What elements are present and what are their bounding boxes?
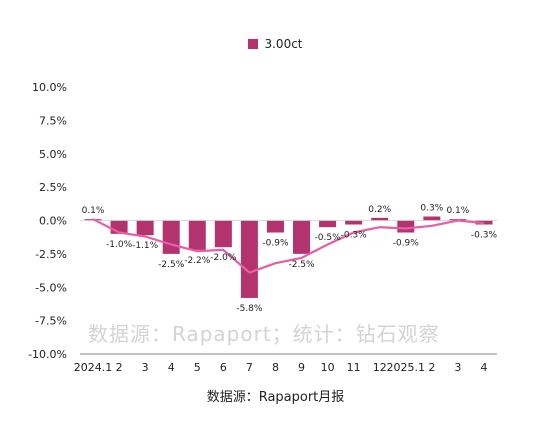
watermark: 数据源：Rapaport；统计：钻石观察 bbox=[88, 322, 440, 346]
bar bbox=[423, 216, 441, 221]
data-label: -2.2% bbox=[184, 256, 211, 266]
y-tick-label: 5.0% bbox=[39, 148, 67, 161]
bar bbox=[397, 220, 415, 233]
x-tick-label: 5 bbox=[194, 361, 201, 374]
bar bbox=[214, 220, 232, 248]
x-tick-label: 2024.1 bbox=[74, 361, 113, 374]
data-label: -1.1% bbox=[132, 241, 159, 251]
data-label: 0.1% bbox=[82, 206, 105, 216]
data-label: -2.0% bbox=[210, 253, 237, 263]
legend: 3.00ct bbox=[0, 37, 551, 51]
x-tick-label: 6 bbox=[220, 361, 227, 374]
bar bbox=[266, 220, 284, 233]
data-label: -2.5% bbox=[288, 260, 315, 270]
data-label: 0.3% bbox=[420, 203, 443, 213]
y-tick-label: 2.5% bbox=[39, 181, 67, 194]
x-tick-label: 10 bbox=[321, 361, 335, 374]
x-tick-label: 12 bbox=[373, 361, 387, 374]
x-tick-label: 11 bbox=[347, 361, 361, 374]
trend-line bbox=[92, 218, 485, 274]
bar bbox=[345, 220, 363, 225]
bar bbox=[188, 220, 206, 250]
data-label: -0.3% bbox=[341, 231, 368, 241]
data-label: -0.9% bbox=[393, 239, 420, 249]
bar bbox=[240, 220, 258, 298]
bar bbox=[136, 220, 154, 236]
x-tick-label: 4 bbox=[480, 361, 487, 374]
bar bbox=[162, 220, 180, 254]
data-label: -0.3% bbox=[471, 231, 498, 241]
data-label: -0.5% bbox=[315, 233, 342, 243]
bar bbox=[371, 217, 389, 221]
x-tick-label: 2 bbox=[116, 361, 123, 374]
x-tick-label: 7 bbox=[246, 361, 253, 374]
data-label: -0.9% bbox=[262, 239, 289, 249]
legend-label: 3.00ct bbox=[264, 37, 303, 51]
data-label: 0.2% bbox=[368, 205, 391, 215]
source-caption: 数据源：Rapaport月报 bbox=[206, 390, 345, 405]
legend-swatch bbox=[248, 39, 259, 49]
y-tick-label: 7.5% bbox=[39, 114, 67, 127]
bar bbox=[319, 220, 337, 228]
y-tick-label: -10.0% bbox=[28, 348, 67, 361]
y-tick-label: 10.0% bbox=[32, 81, 67, 94]
x-tick-label: 9 bbox=[298, 361, 305, 374]
x-tick-label: 3 bbox=[454, 361, 461, 374]
y-tick-label: -2.5% bbox=[35, 248, 67, 261]
data-label: -2.5% bbox=[158, 260, 185, 270]
x-tick-label: 3 bbox=[142, 361, 149, 374]
x-tick-label: 4 bbox=[168, 361, 175, 374]
y-tick-label: -5.0% bbox=[35, 281, 67, 294]
bar bbox=[293, 220, 311, 254]
data-label: 0.1% bbox=[446, 206, 469, 216]
y-tick-label: -7.5% bbox=[35, 315, 67, 328]
data-label: -1.0% bbox=[106, 240, 133, 250]
y-tick-label: 0.0% bbox=[39, 215, 67, 228]
data-label: -5.8% bbox=[236, 304, 263, 314]
x-tick-label: 2025.1 bbox=[387, 361, 426, 374]
x-tick-label: 2 bbox=[428, 361, 435, 374]
x-tick-label: 8 bbox=[272, 361, 279, 374]
